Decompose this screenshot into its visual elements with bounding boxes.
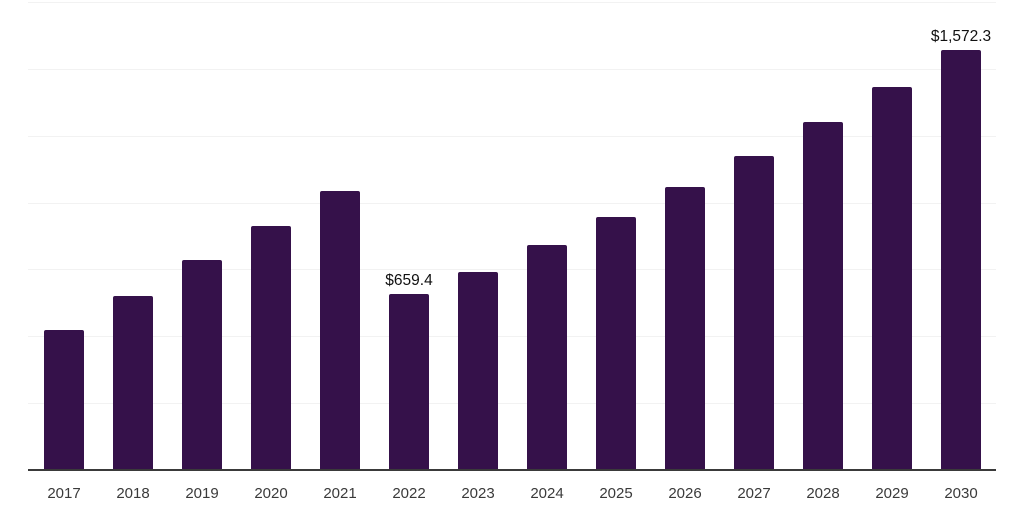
bar-2022 xyxy=(389,293,429,470)
x-tick-label-2027: 2027 xyxy=(737,485,771,502)
gridline xyxy=(28,135,996,137)
gridline xyxy=(28,336,996,338)
bar-2026 xyxy=(665,187,705,470)
bar-2021 xyxy=(320,191,360,470)
x-tick-label-2020: 2020 xyxy=(254,485,288,502)
x-tick-label-2017: 2017 xyxy=(47,485,81,502)
x-tick-label-2019: 2019 xyxy=(185,485,219,502)
gridline xyxy=(28,202,996,204)
bar-2030 xyxy=(941,49,981,470)
bar-2025 xyxy=(596,216,636,470)
x-tick-label-2022: 2022 xyxy=(392,485,426,502)
x-axis-line xyxy=(28,469,996,471)
x-tick-label-2024: 2024 xyxy=(530,485,564,502)
bar-2017 xyxy=(44,329,84,470)
x-tick-label-2030: 2030 xyxy=(944,485,978,502)
gridline xyxy=(28,2,996,3)
x-tick-label-2029: 2029 xyxy=(875,485,909,502)
gridline xyxy=(28,68,996,70)
bar-2018 xyxy=(113,296,153,470)
bar-2019 xyxy=(182,260,222,470)
bar-2020 xyxy=(251,226,291,470)
x-tick-label-2023: 2023 xyxy=(461,485,495,502)
x-tick-label-2028: 2028 xyxy=(806,485,840,502)
bar-2024 xyxy=(527,245,567,470)
x-tick-label-2021: 2021 xyxy=(323,485,357,502)
bar-2028 xyxy=(803,121,843,470)
gridline xyxy=(28,269,996,271)
gridline xyxy=(28,403,996,405)
x-tick-label-2025: 2025 xyxy=(599,485,633,502)
x-tick-label-2018: 2018 xyxy=(116,485,150,502)
value-label-2030: $1,572.3 xyxy=(930,27,992,45)
bar-2023 xyxy=(458,271,498,470)
value-label-2022: $659.4 xyxy=(385,271,433,289)
bar-2029 xyxy=(872,86,912,470)
bar-2027 xyxy=(734,155,774,470)
x-tick-label-2026: 2026 xyxy=(668,485,702,502)
